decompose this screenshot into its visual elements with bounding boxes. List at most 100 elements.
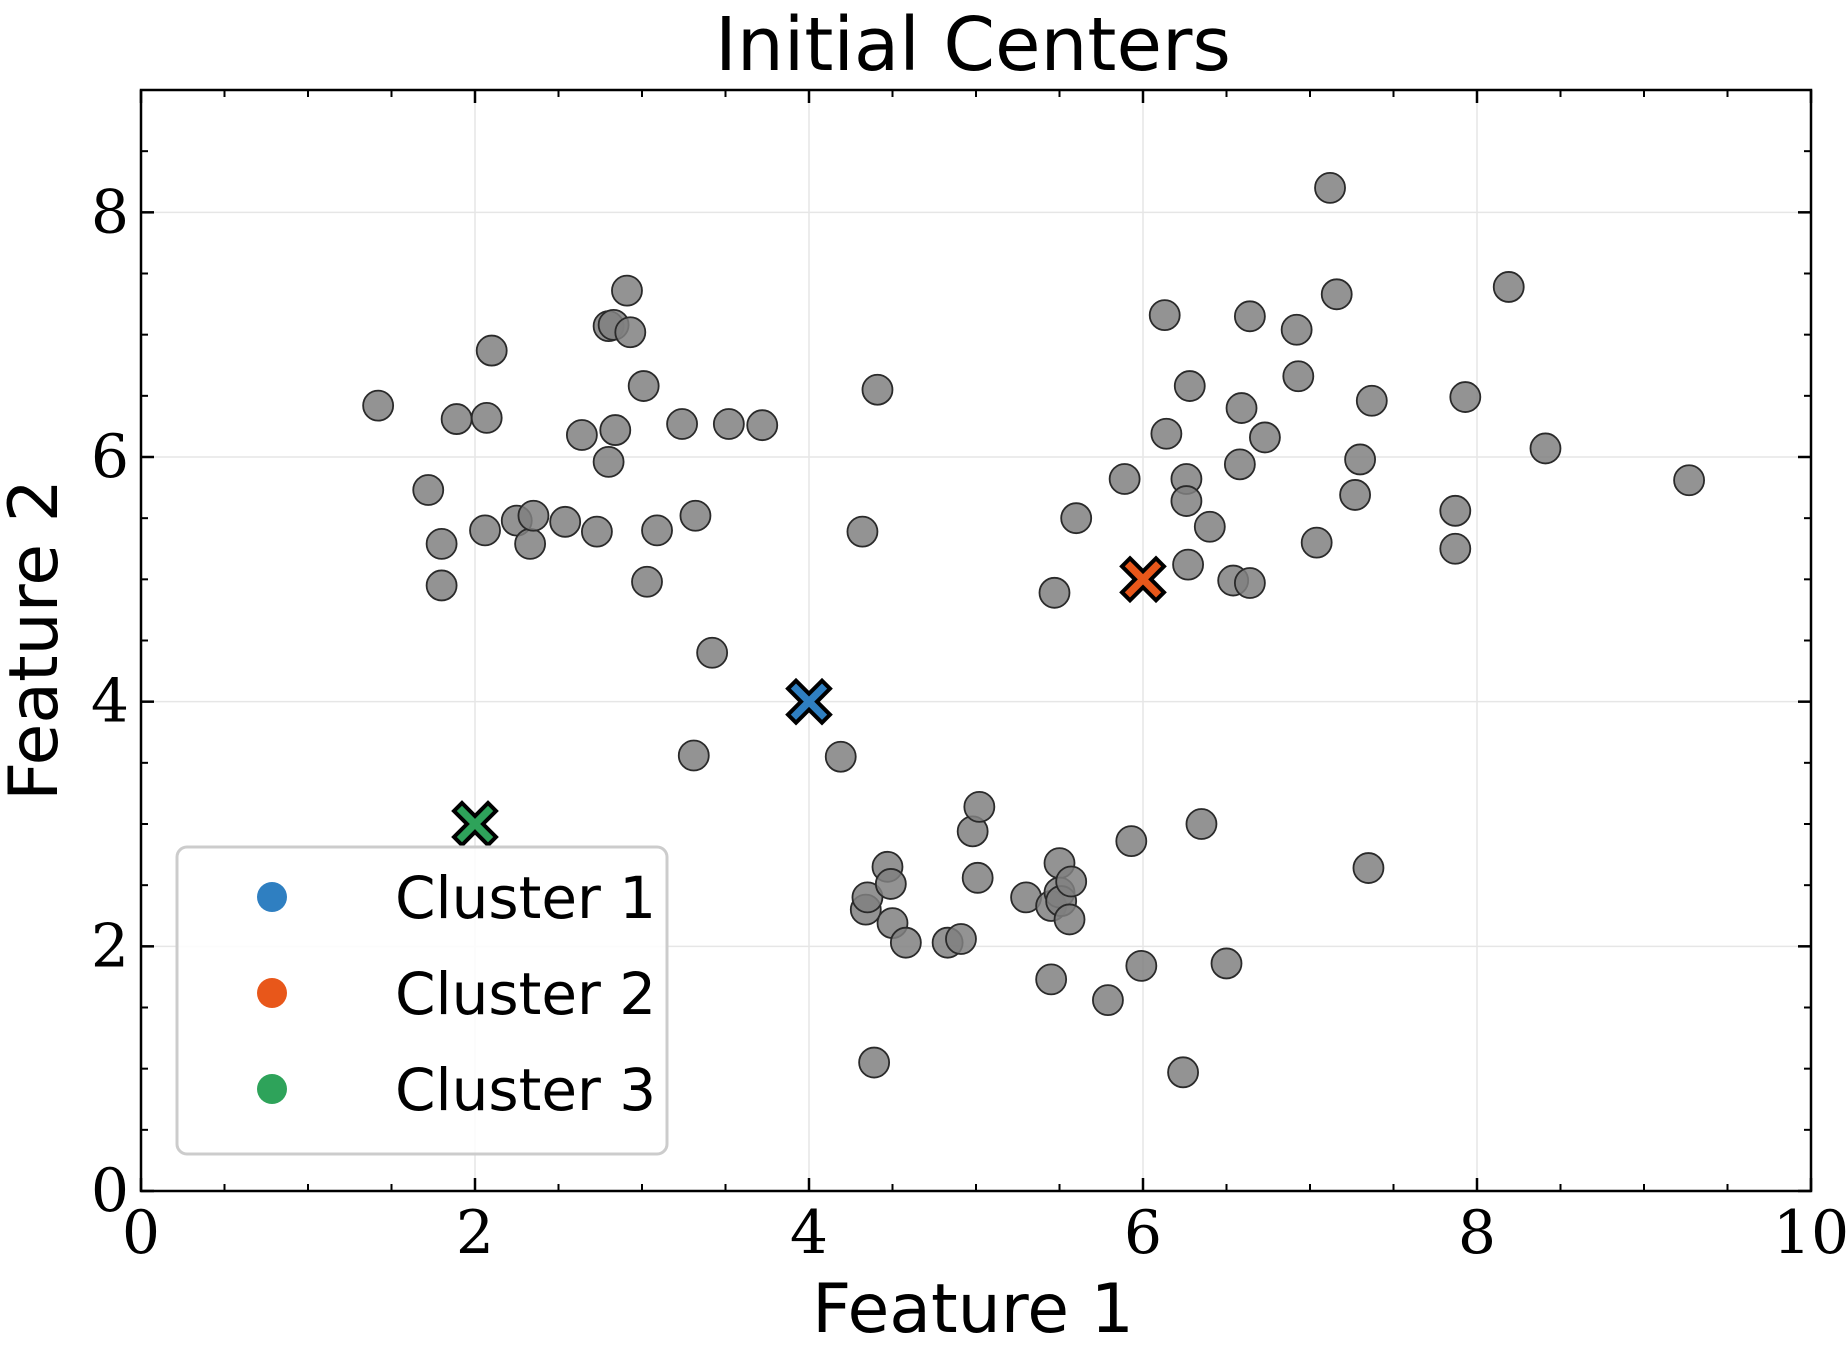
y-tick-label: 6 xyxy=(91,422,129,492)
data-point xyxy=(592,445,625,478)
data-point xyxy=(1225,392,1258,424)
x-tick-label: 10 xyxy=(1773,1198,1847,1268)
data-point xyxy=(412,474,445,506)
data-point xyxy=(1035,963,1068,996)
x-tick-label: 2 xyxy=(456,1198,494,1268)
data-point xyxy=(679,499,712,532)
legend-swatch-1 xyxy=(257,882,287,912)
data-point xyxy=(440,403,473,435)
data-point xyxy=(1185,808,1218,840)
data-point xyxy=(858,1046,891,1079)
data-point xyxy=(1233,300,1266,333)
data-point xyxy=(963,790,996,823)
data-point xyxy=(1170,485,1203,517)
cluster-center-3-marker xyxy=(451,800,499,848)
legend-box xyxy=(175,845,669,1156)
legend-label-1: Cluster 1 xyxy=(395,864,656,932)
data-point xyxy=(1148,299,1181,331)
data-point xyxy=(846,515,879,548)
data-point xyxy=(517,499,550,532)
data-point xyxy=(889,926,922,959)
data-point xyxy=(1282,360,1315,393)
y-tick-label: 2 xyxy=(91,911,129,981)
data-point xyxy=(961,861,994,894)
data-point xyxy=(1314,171,1346,204)
data-point xyxy=(1108,463,1141,495)
axis-ticks xyxy=(139,89,1813,1193)
data-point xyxy=(1280,313,1313,346)
cluster-center-1-marker xyxy=(785,677,833,726)
data-point xyxy=(549,505,582,538)
data-point xyxy=(1529,432,1562,465)
data-point xyxy=(1352,852,1385,884)
data-point xyxy=(696,636,729,669)
data-point xyxy=(1300,526,1333,559)
data-point xyxy=(1115,825,1148,858)
data-point xyxy=(641,514,673,547)
data-point xyxy=(425,569,458,602)
data-point xyxy=(1439,494,1472,527)
data-point xyxy=(1193,510,1226,543)
x-axis-label: Feature 1 xyxy=(812,1270,1134,1349)
data-point xyxy=(1055,865,1088,898)
data-point xyxy=(470,401,503,434)
x-tick-label: 0 xyxy=(122,1198,160,1268)
y-axis-label: Feature 2 xyxy=(0,479,74,801)
data-point xyxy=(1249,421,1281,454)
data-point xyxy=(425,527,458,560)
legend-label-2: Cluster 2 xyxy=(395,960,656,1028)
data-point xyxy=(1210,947,1243,980)
data-point xyxy=(611,274,643,307)
data-point xyxy=(1053,903,1086,936)
data-point xyxy=(1150,417,1183,450)
data-point xyxy=(824,740,857,773)
legend-swatch-2 xyxy=(257,978,287,1008)
data-point xyxy=(1233,567,1266,599)
data-point xyxy=(1439,532,1472,565)
data-point xyxy=(1492,271,1525,303)
x-tick-label: 6 xyxy=(1124,1198,1162,1268)
data-points xyxy=(362,171,1705,1089)
data-point xyxy=(627,370,660,402)
data-point xyxy=(712,408,745,440)
data-point xyxy=(945,923,977,955)
data-point xyxy=(631,565,663,598)
data-point xyxy=(1173,370,1206,402)
data-point xyxy=(746,409,779,442)
cluster-center-2-marker xyxy=(1119,555,1167,604)
data-point xyxy=(677,739,710,772)
data-point xyxy=(514,527,547,560)
data-point xyxy=(1060,502,1093,535)
y-tick-label: 4 xyxy=(91,667,129,737)
data-point xyxy=(599,414,632,446)
data-point xyxy=(475,334,508,367)
data-point xyxy=(1092,984,1124,1017)
cluster-centers xyxy=(451,555,1167,848)
data-point xyxy=(1449,381,1482,413)
data-point xyxy=(666,408,698,440)
data-point xyxy=(1223,448,1256,481)
x-tick-label: 8 xyxy=(1458,1198,1496,1268)
x-tick-label: 4 xyxy=(790,1198,828,1268)
legend: Cluster 1 Cluster 2 Cluster 3 xyxy=(175,845,669,1156)
axis-tick-labels: 0 2 4 6 8 10 0 2 4 6 8 xyxy=(91,177,1847,1268)
data-point xyxy=(1167,1056,1199,1089)
data-point xyxy=(1339,479,1371,511)
data-point xyxy=(1038,576,1071,609)
data-point xyxy=(1125,950,1158,982)
y-tick-label: 0 xyxy=(91,1156,129,1226)
legend-swatch-3 xyxy=(257,1074,287,1104)
data-point xyxy=(1355,384,1388,417)
chart-title: Initial Centers xyxy=(715,2,1231,88)
data-point xyxy=(874,868,907,900)
data-point xyxy=(565,419,598,451)
data-point xyxy=(1673,464,1705,497)
data-point xyxy=(581,515,613,548)
y-tick-label: 8 xyxy=(91,177,129,247)
data-point xyxy=(362,389,395,422)
data-point xyxy=(1320,278,1353,311)
data-point xyxy=(614,316,647,349)
data-point xyxy=(469,514,501,547)
legend-label-3: Cluster 3 xyxy=(395,1056,656,1124)
